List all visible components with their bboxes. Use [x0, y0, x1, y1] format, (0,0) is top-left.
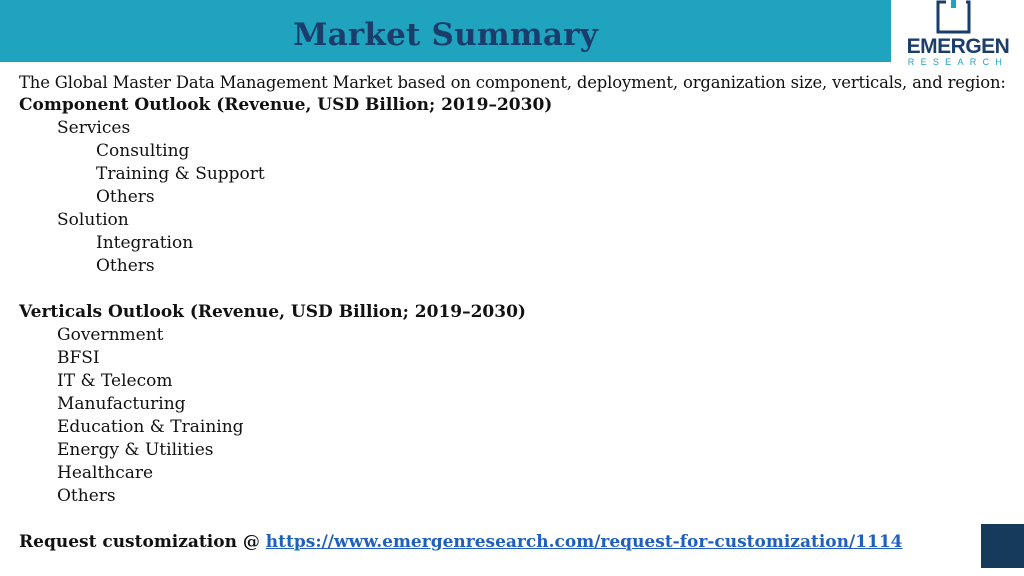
list-item: Others — [96, 256, 155, 276]
list-item: Healthcare — [57, 463, 154, 483]
section-spacer — [19, 278, 1014, 301]
logo-subtitle: RESEARCH — [907, 57, 1009, 67]
logo-mark-icon — [936, 0, 971, 34]
intro-text: The Global Master Data Management Market… — [19, 73, 1006, 92]
list-item: Manufacturing — [57, 394, 186, 414]
component-solution: Solution — [57, 210, 129, 230]
list-item: Integration — [96, 233, 194, 253]
list-item: Government — [57, 325, 164, 345]
verticals-outlook-heading: Verticals Outlook (Revenue, USD Billion;… — [19, 302, 526, 322]
request-customization: Request customization @ https://www.emer… — [19, 531, 903, 554]
component-outlook-heading: Component Outlook (Revenue, USD Billion;… — [19, 95, 553, 115]
logo-wordmark: EMERGEN — [906, 35, 1010, 58]
header-bar — [0, 0, 891, 62]
list-item: Others — [57, 486, 116, 506]
emergen-research-logo: EMERGEN RESEARCH — [896, 0, 1016, 70]
request-label: Request customization @ — [19, 532, 266, 552]
list-item: Training & Support — [96, 164, 265, 184]
list-item: IT & Telecom — [57, 371, 173, 391]
list-item: Energy & Utilities — [57, 440, 214, 460]
list-item: Education & Training — [57, 417, 244, 437]
market-summary-content: The Global Master Data Management Market… — [19, 71, 1014, 508]
list-item: BFSI — [57, 348, 100, 368]
list-item: Others — [96, 187, 155, 207]
request-customization-link[interactable]: https://www.emergenresearch.com/request-… — [265, 532, 903, 552]
list-item: Consulting — [96, 141, 190, 161]
page-title: Market Summary — [293, 17, 598, 53]
corner-decoration — [981, 524, 1024, 568]
component-services: Services — [57, 118, 131, 138]
